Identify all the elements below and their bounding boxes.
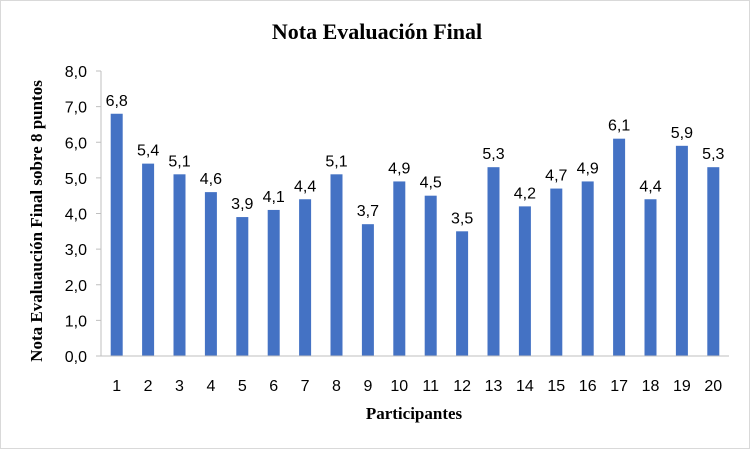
y-tick-label: 7,0 xyxy=(65,100,87,117)
y-tick-label: 3,0 xyxy=(65,242,87,259)
data-label: 6,8 xyxy=(106,93,128,110)
x-tick-label: 20 xyxy=(704,378,722,395)
data-label: 5,3 xyxy=(482,146,504,163)
bar xyxy=(173,174,186,356)
data-label: 5,9 xyxy=(671,125,693,142)
data-label: 5,1 xyxy=(325,153,347,170)
x-tick-label: 16 xyxy=(579,378,597,395)
chart-title: Nota Evaluación Final xyxy=(272,19,482,44)
data-label: 4,1 xyxy=(263,189,285,206)
bar xyxy=(110,113,123,356)
bar xyxy=(707,167,720,356)
x-tick-label: 14 xyxy=(516,378,534,395)
x-tick-label: 11 xyxy=(422,378,439,395)
bar xyxy=(487,167,500,356)
y-tick-label: 0,0 xyxy=(65,349,87,366)
bar xyxy=(236,217,249,356)
data-label: 4,6 xyxy=(200,171,222,188)
x-tick-label: 8 xyxy=(332,378,341,395)
data-label: 4,4 xyxy=(294,178,316,195)
bar xyxy=(456,231,469,356)
y-tick-label: 2,0 xyxy=(65,278,87,295)
bar xyxy=(550,188,563,356)
y-tick-label: 4,0 xyxy=(65,207,87,224)
x-tick-label: 5 xyxy=(238,378,247,395)
bar xyxy=(675,145,688,356)
data-label: 4,5 xyxy=(420,175,442,192)
x-tick-label: 4 xyxy=(206,378,215,395)
y-axis: 0,0 1,0 2,0 3,0 4,0 5,0 6,0 7,0 8,0 xyxy=(65,64,102,366)
bar xyxy=(644,199,657,356)
y-tick-label: 1,0 xyxy=(65,313,87,330)
data-label: 5,3 xyxy=(702,146,724,163)
data-label: 4,9 xyxy=(388,160,410,177)
bar xyxy=(393,181,406,356)
data-label: 3,9 xyxy=(231,196,253,213)
x-tick-label: 7 xyxy=(301,378,310,395)
bar xyxy=(299,199,312,356)
bar xyxy=(613,138,626,356)
x-tick-label: 3 xyxy=(175,378,184,395)
bar-series xyxy=(110,113,720,356)
x-tick-label: 6 xyxy=(269,378,278,395)
bar xyxy=(518,206,531,356)
data-label: 4,7 xyxy=(545,168,567,185)
data-label: 4,2 xyxy=(514,185,536,202)
x-tick-label: 13 xyxy=(485,378,503,395)
data-label: 5,1 xyxy=(168,153,190,170)
data-label: 4,4 xyxy=(639,178,661,195)
bar xyxy=(142,163,155,356)
bar xyxy=(581,181,594,356)
data-label: 3,5 xyxy=(451,210,473,227)
y-tick-label: 5,0 xyxy=(65,171,87,188)
x-tick-label: 19 xyxy=(673,378,691,395)
x-tick-label: 12 xyxy=(453,378,471,395)
y-tick-label: 8,0 xyxy=(65,64,87,81)
y-axis-title: Nota Evaluaución Final sobre 8 puntos xyxy=(27,80,46,362)
bar xyxy=(424,195,437,356)
x-axis-title: Participantes xyxy=(366,404,463,423)
y-tick-label: 6,0 xyxy=(65,135,87,152)
x-axis: 1 2 3 4 5 6 7 8 9 10 11 12 13 14 15 16 17 18 19 20 xyxy=(101,355,729,395)
data-labels: 6,8 5,4 5,1 4,6 3,9 4,1 4,4 5,1 3,7 4,9 4,5 3,5 5,3 4… xyxy=(106,93,725,228)
bar xyxy=(330,174,343,356)
x-tick-label: 9 xyxy=(363,378,372,395)
x-tick-label: 18 xyxy=(642,378,660,395)
x-tick-label: 2 xyxy=(144,378,153,395)
x-tick-label: 1 xyxy=(112,378,121,395)
bar xyxy=(267,209,280,356)
data-label: 3,7 xyxy=(357,203,379,220)
x-tick-label: 17 xyxy=(610,378,628,395)
data-label: 6,1 xyxy=(608,118,630,135)
x-tick-label: 15 xyxy=(547,378,565,395)
data-label: 4,9 xyxy=(577,160,599,177)
x-tick-label: 10 xyxy=(390,378,408,395)
bar xyxy=(204,192,217,356)
data-label: 5,4 xyxy=(137,143,159,160)
bar xyxy=(361,224,374,356)
